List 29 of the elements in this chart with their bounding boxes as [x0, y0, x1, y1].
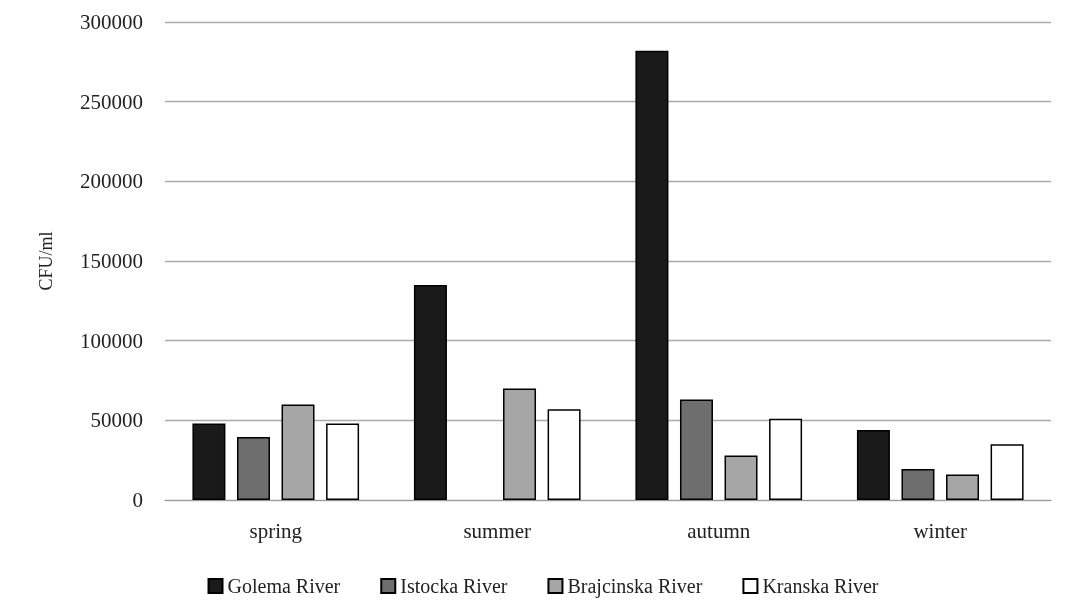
bar — [326, 423, 360, 500]
bar — [192, 423, 226, 500]
x-tick-label: winter — [913, 518, 968, 543]
legend-label: Istocka River — [400, 575, 508, 597]
bar — [547, 409, 581, 500]
legend-label: Golema River — [227, 575, 341, 597]
y-tick-label: 150000 — [80, 249, 143, 273]
x-tick-label: spring — [249, 518, 303, 543]
y-tick-label: 200000 — [80, 169, 143, 194]
y-tick-label: 300000 — [80, 10, 143, 34]
bar — [413, 284, 447, 500]
y-tick-label: 100000 — [80, 328, 143, 353]
bar — [769, 418, 803, 500]
y-tick-label: 250000 — [80, 89, 143, 114]
y-tick-label: 0 — [132, 488, 143, 512]
bar — [990, 444, 1024, 500]
bar — [856, 429, 890, 500]
bar — [679, 399, 713, 500]
legend-label: Kranska River — [762, 575, 879, 597]
y-tick-label: 50000 — [90, 408, 143, 433]
y-axis-title: CFU/ml — [36, 231, 56, 291]
bar — [901, 468, 935, 500]
bar — [724, 455, 758, 500]
x-tick-label: autumn — [687, 518, 751, 543]
bar — [635, 50, 669, 500]
bar — [236, 437, 270, 500]
legend-label: Brajcinska River — [567, 575, 703, 598]
x-tick-label: summer — [463, 518, 532, 543]
bar — [946, 474, 980, 500]
